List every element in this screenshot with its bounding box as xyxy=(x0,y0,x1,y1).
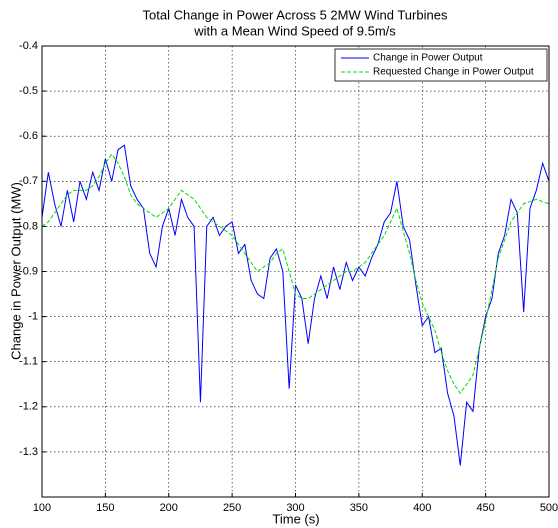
y-tick-label: -0.4 xyxy=(19,40,38,52)
x-tick-label: 350 xyxy=(350,502,368,514)
x-tick-label: 150 xyxy=(96,502,114,514)
x-tick-label: 400 xyxy=(413,502,431,514)
data-line xyxy=(41,153,550,395)
x-tick-label: 250 xyxy=(223,502,241,514)
y-tick-label: -0.5 xyxy=(19,85,38,97)
x-tick-label: 300 xyxy=(286,502,304,514)
y-tick-label: -1.1 xyxy=(19,356,38,368)
y-axis-label: Change in Power Output (MW) xyxy=(8,182,23,360)
y-tick-label: -0.6 xyxy=(19,130,38,142)
x-tick-label: 100 xyxy=(33,502,51,514)
chart-title: with a Mean Wind Speed of 9.5m/s xyxy=(193,23,396,38)
legend xyxy=(334,48,548,82)
chart-title: Total Change in Power Across 5 2MW Wind … xyxy=(143,7,448,22)
x-tick-label: 200 xyxy=(160,502,178,514)
legend-label: Requested Change in Power Output xyxy=(373,67,534,78)
y-tick-label: -0.8 xyxy=(19,220,38,232)
x-tick-label: 450 xyxy=(476,502,494,514)
y-tick-label: -0.7 xyxy=(19,175,38,187)
y-tick-label: -1 xyxy=(28,311,38,323)
axes-box xyxy=(41,45,550,498)
x-axis-label: Time (s) xyxy=(272,511,319,526)
y-tick-label: -1.3 xyxy=(19,446,38,458)
y-tick-label: -1.2 xyxy=(19,401,38,413)
data-line xyxy=(41,144,550,466)
y-tick-label: -0.9 xyxy=(19,265,38,277)
legend-label: Change in Power Output xyxy=(373,53,483,64)
x-tick-label: 500 xyxy=(540,502,558,514)
